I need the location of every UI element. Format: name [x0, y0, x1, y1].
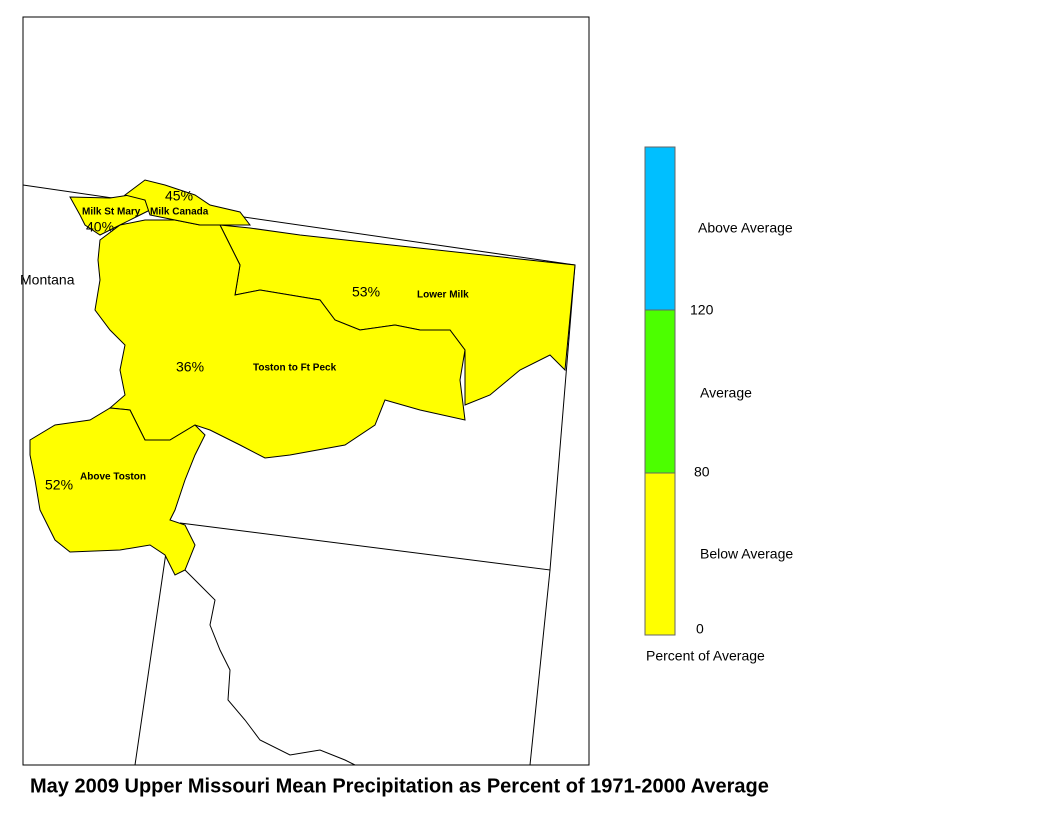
legend: Above Average Average Below Average 0 80…: [644, 146, 793, 664]
legend-swatch: [644, 309, 676, 474]
map-title: May 2009 Upper Missouri Mean Precipitati…: [30, 775, 769, 797]
region: [123, 179, 252, 226]
region-name: Lower Milk: [417, 290, 469, 301]
legend-class: Average: [700, 385, 752, 401]
legend-break: 120: [690, 302, 714, 318]
legend-break: 80: [694, 464, 710, 480]
legend-break: 0: [696, 621, 704, 637]
region-name: Above Toston: [80, 472, 146, 483]
region-percent: 53%: [352, 284, 380, 300]
legend-class: Above Average: [698, 220, 793, 236]
border: [529, 569, 551, 766]
region-percent: 40%: [86, 219, 114, 235]
legend-title: Percent of Average: [646, 648, 765, 664]
regions: [29, 179, 576, 576]
legend-swatch: [644, 472, 676, 636]
river: [184, 569, 356, 766]
region-percent: 52%: [45, 477, 73, 493]
region: [69, 194, 151, 236]
region-name: Toston to Ft Peck: [253, 363, 337, 374]
border: [134, 524, 171, 766]
region: [29, 407, 206, 576]
region: [94, 219, 466, 459]
region-percent: 45%: [165, 188, 193, 204]
region-percent: 36%: [176, 359, 204, 375]
state-label: Montana: [20, 272, 75, 288]
region-name: Milk Canada: [150, 207, 209, 218]
legend-class: Below Average: [700, 546, 793, 562]
region-name: Milk St Mary: [82, 207, 141, 218]
legend-swatch: [644, 146, 676, 311]
